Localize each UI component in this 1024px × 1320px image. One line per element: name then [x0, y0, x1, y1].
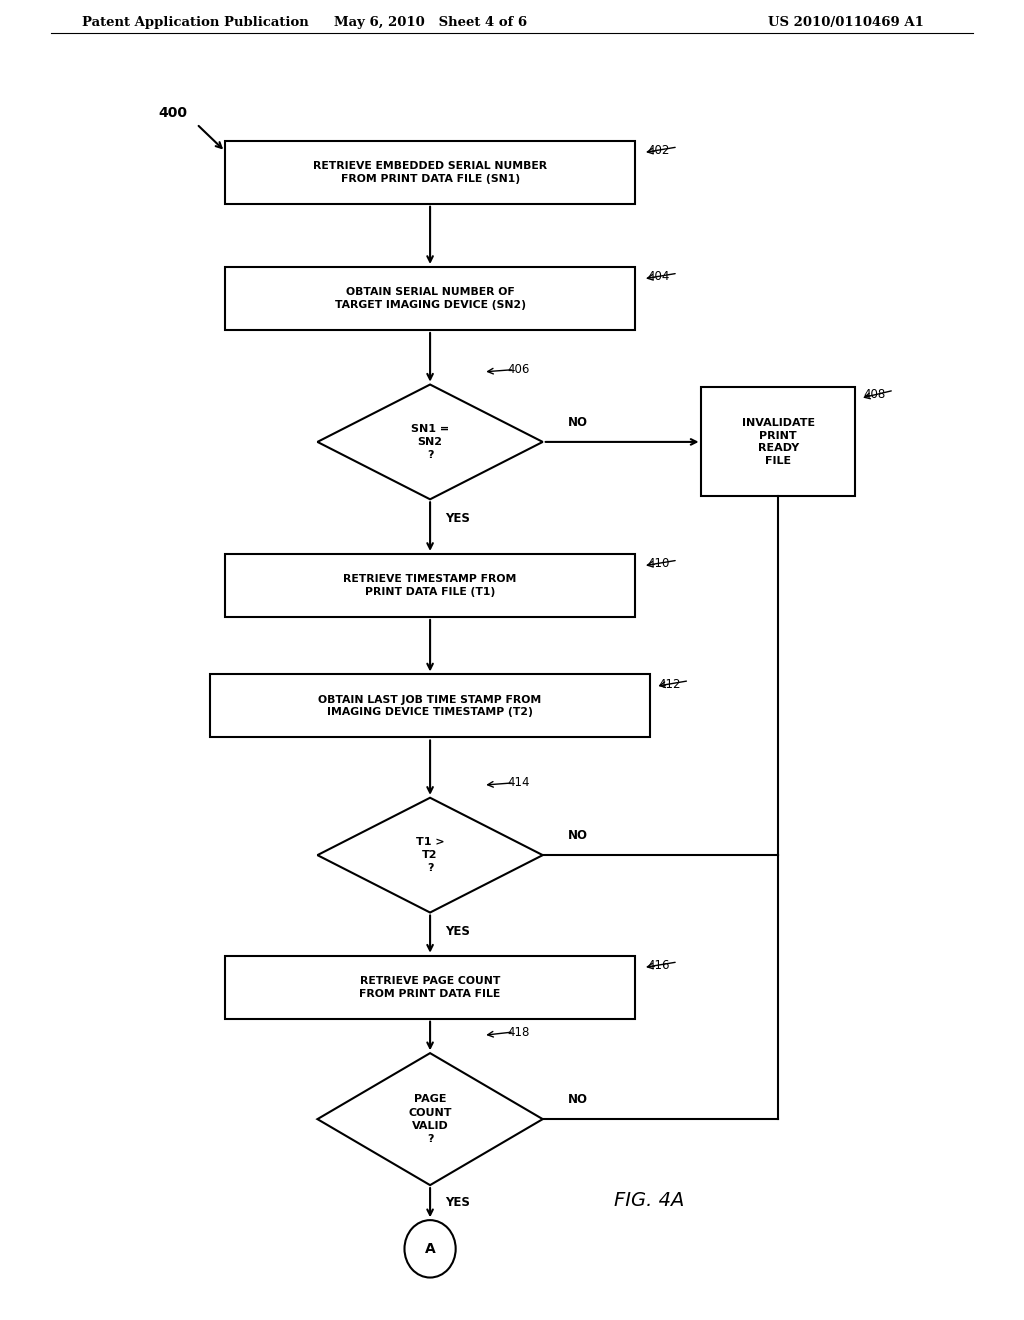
Text: Patent Application Publication: Patent Application Publication	[82, 16, 308, 29]
Text: NO: NO	[568, 416, 589, 429]
Circle shape	[404, 1220, 456, 1278]
Text: OBTAIN SERIAL NUMBER OF
TARGET IMAGING DEVICE (SN2): OBTAIN SERIAL NUMBER OF TARGET IMAGING D…	[335, 286, 525, 310]
Text: T1 >
T2
?: T1 > T2 ?	[416, 837, 444, 874]
Text: May 6, 2010   Sheet 4 of 6: May 6, 2010 Sheet 4 of 6	[334, 16, 526, 29]
FancyBboxPatch shape	[225, 267, 635, 330]
Text: RETRIEVE EMBEDDED SERIAL NUMBER
FROM PRINT DATA FILE (SN1): RETRIEVE EMBEDDED SERIAL NUMBER FROM PRI…	[313, 161, 547, 183]
Text: 400: 400	[159, 106, 187, 120]
Text: A: A	[425, 1242, 435, 1255]
Text: 418: 418	[507, 1027, 529, 1039]
Text: 406: 406	[507, 363, 529, 376]
Text: NO: NO	[568, 1093, 589, 1106]
Text: NO: NO	[568, 829, 589, 842]
Text: 412: 412	[658, 677, 681, 690]
Polygon shape	[317, 1053, 543, 1185]
Polygon shape	[317, 384, 543, 499]
Text: YES: YES	[445, 512, 470, 525]
Text: 416: 416	[647, 958, 670, 972]
FancyBboxPatch shape	[210, 675, 650, 738]
Text: RETRIEVE TIMESTAMP FROM
PRINT DATA FILE (T1): RETRIEVE TIMESTAMP FROM PRINT DATA FILE …	[343, 574, 517, 597]
Text: FIG. 4A: FIG. 4A	[614, 1191, 685, 1210]
Text: OBTAIN LAST JOB TIME STAMP FROM
IMAGING DEVICE TIMESTAMP (T2): OBTAIN LAST JOB TIME STAMP FROM IMAGING …	[318, 694, 542, 717]
Polygon shape	[317, 797, 543, 912]
Text: 404: 404	[647, 271, 670, 282]
Text: 402: 402	[647, 144, 670, 157]
Text: 410: 410	[647, 557, 670, 570]
Text: 408: 408	[863, 388, 886, 401]
Text: INVALIDATE
PRINT
READY
FILE: INVALIDATE PRINT READY FILE	[741, 417, 815, 466]
FancyBboxPatch shape	[225, 141, 635, 203]
Text: SN1 =
SN2
?: SN1 = SN2 ?	[411, 424, 450, 461]
FancyBboxPatch shape	[225, 956, 635, 1019]
Text: 414: 414	[507, 776, 529, 789]
Text: YES: YES	[445, 925, 470, 939]
FancyBboxPatch shape	[701, 387, 855, 496]
Text: RETRIEVE PAGE COUNT
FROM PRINT DATA FILE: RETRIEVE PAGE COUNT FROM PRINT DATA FILE	[359, 975, 501, 998]
Text: PAGE
COUNT
VALID
?: PAGE COUNT VALID ?	[409, 1094, 452, 1144]
Text: YES: YES	[445, 1196, 470, 1209]
Text: US 2010/0110469 A1: US 2010/0110469 A1	[768, 16, 924, 29]
FancyBboxPatch shape	[225, 554, 635, 616]
